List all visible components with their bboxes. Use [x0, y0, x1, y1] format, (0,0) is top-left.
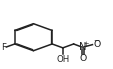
- Text: O: O: [79, 54, 86, 63]
- Text: O: O: [92, 40, 100, 49]
- Text: OH: OH: [56, 55, 69, 64]
- Text: N: N: [79, 42, 86, 52]
- Text: +: +: [82, 41, 88, 47]
- Text: F: F: [1, 43, 6, 51]
- Text: −: −: [92, 38, 99, 44]
